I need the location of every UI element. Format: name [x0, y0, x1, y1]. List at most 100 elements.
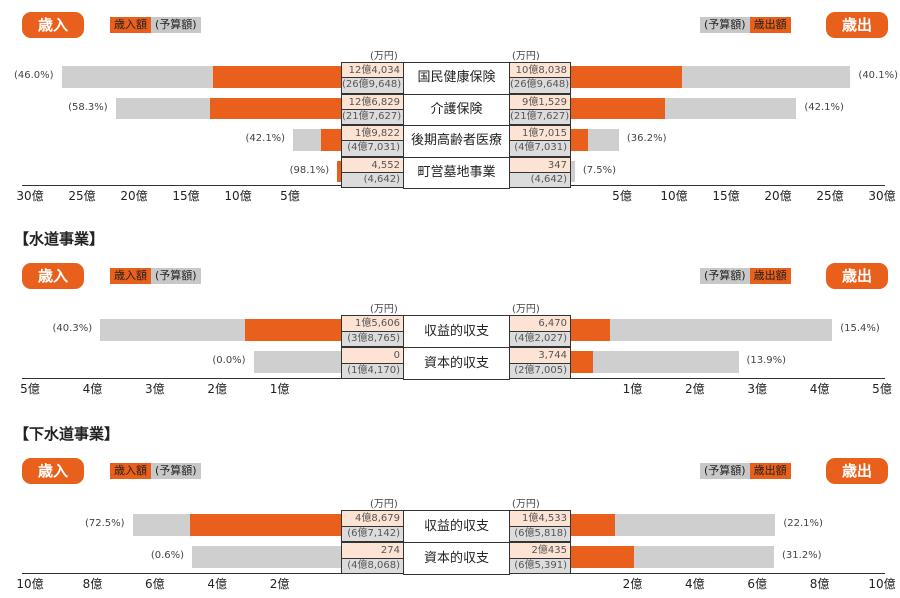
revenue-percent: (46.0%) — [14, 70, 54, 81]
tick-label-right: 10億 — [660, 189, 688, 203]
legend-expense-actual: 歳出額 — [749, 17, 791, 33]
tick-label-left: 4億 — [82, 382, 103, 396]
tick-label-left: 4億 — [207, 577, 228, 591]
expense-actual-bar — [570, 129, 588, 151]
tick-label-right: 5億 — [612, 189, 632, 203]
axis-line-right — [570, 573, 885, 574]
tick-label-right: 3億 — [747, 382, 768, 396]
expense-budget-cell: (6億5,818) — [509, 526, 571, 542]
tick-label-right: 10億 — [868, 577, 896, 591]
legend-revenue-actual: 歳入額 — [110, 463, 151, 479]
revenue-actual-cell: 0 — [341, 347, 404, 364]
expense-budget-bar — [570, 319, 833, 341]
row-label: 介護保険 — [403, 93, 510, 126]
revenue-percent: (42.1%) — [245, 133, 286, 144]
tick-label-right: 1億 — [622, 382, 643, 396]
row-label: 収益的収支 — [403, 315, 510, 348]
tick-label-right: 6億 — [747, 577, 768, 591]
revenue-percent: (72.5%) — [84, 518, 125, 529]
expense-pill: 歳出 — [826, 263, 888, 289]
expense-pill: 歳出 — [826, 12, 888, 38]
legend-expense-actual: 歳出額 — [749, 463, 791, 479]
revenue-actual-cell: 1億5,606 — [341, 315, 404, 332]
legend-budget: (予算額) — [151, 17, 201, 33]
revenue-pill: 歳入 — [22, 263, 84, 289]
revenue-percent: (40.3%) — [52, 323, 93, 334]
revenue-actual-bar — [337, 160, 342, 182]
expense-actual-cell: 6,470 — [509, 315, 571, 332]
tick-label-right: 2億 — [684, 382, 705, 396]
expense-budget-cell: (4億7,031) — [509, 140, 571, 157]
revenue-actual-cell: 1億9,822 — [341, 125, 404, 141]
revenue-actual-bar — [213, 66, 342, 88]
expense-actual-cell: 9億1,529 — [509, 93, 571, 110]
revenue-budget-cell: (26億9,648) — [341, 77, 404, 94]
expense-actual-bar — [570, 514, 616, 536]
tick-label-right: 8億 — [809, 577, 830, 591]
revenue-actual-bar — [190, 514, 342, 536]
tick-label-left: 10億 — [224, 189, 252, 203]
expense-actual-bar — [570, 97, 666, 119]
row-label: 国民健康保険 — [403, 62, 510, 95]
tick-label-left: 15億 — [172, 189, 200, 203]
revenue-budget-cell: (3億8,765) — [341, 331, 404, 347]
expense-actual-bar — [570, 351, 594, 373]
row-label: 町営墓地事業 — [403, 156, 510, 189]
expense-percent: (15.4%) — [840, 323, 880, 334]
legend-revenue-actual: 歳入額 — [110, 268, 151, 284]
unit-label-right: (万円) — [512, 499, 540, 510]
axis-line-right — [570, 185, 885, 186]
expense-budget-cell: (4億2,027) — [509, 331, 571, 347]
row-label: 収益的収支 — [403, 510, 510, 543]
axis-line-right — [570, 378, 885, 379]
row-label: 資本的収支 — [403, 347, 510, 380]
revenue-actual-bar — [244, 319, 342, 341]
expense-pill: 歳出 — [826, 458, 888, 484]
revenue-actual-cell: 12億4,034 — [341, 62, 404, 78]
expense-percent: (42.1%) — [804, 101, 844, 113]
expense-percent: (7.5%) — [582, 164, 617, 176]
legend-expense-actual: 歳出額 — [749, 268, 791, 284]
legend-budget: (予算額) — [700, 268, 750, 284]
expense-budget-cell: (26億9,648) — [509, 77, 571, 94]
expense-budget-bar — [570, 514, 776, 536]
revenue-budget-cell: (4億7,031) — [341, 140, 404, 157]
tick-label-right: 15億 — [712, 189, 740, 203]
revenue-actual-cell: 4億8,679 — [341, 510, 404, 527]
expense-percent: (40.1%) — [858, 70, 898, 81]
revenue-budget-cell: (1億4,170) — [341, 363, 404, 379]
expense-actual-cell: 347 — [509, 156, 571, 173]
row-label: 後期高齢者医療 — [403, 125, 510, 158]
tick-label-left: 8億 — [82, 577, 103, 591]
tick-label-right: 30億 — [868, 189, 896, 203]
tick-label-left: 10億 — [16, 577, 44, 591]
expense-actual-cell: 2億435 — [509, 542, 571, 559]
tick-label-left: 25億 — [68, 189, 96, 203]
legend-right: (予算額) 歳出額 — [700, 463, 791, 479]
tick-label-left: 5億 — [280, 189, 300, 203]
revenue-pill: 歳入 — [22, 12, 84, 38]
revenue-budget-cell: (6億7,142) — [341, 526, 404, 542]
expense-percent: (22.1%) — [783, 518, 823, 529]
legend-left: 歳入額 (予算額) — [110, 268, 201, 284]
revenue-actual-bar — [321, 129, 342, 151]
revenue-actual-cell: 12億6,829 — [341, 93, 404, 110]
expense-actual-bar — [570, 319, 611, 341]
expense-actual-bar — [570, 546, 634, 568]
section-heading: 【下水道事業】 — [14, 425, 120, 443]
tick-label-left: 3億 — [144, 382, 165, 396]
tick-label-right: 2億 — [622, 577, 643, 591]
tick-label-right: 5億 — [872, 382, 892, 396]
expense-actual-cell: 10億8,038 — [509, 62, 571, 78]
expense-budget-cell: (4,642) — [509, 171, 571, 188]
revenue-percent: (0.6%) — [150, 550, 185, 561]
expense-percent: (36.2%) — [626, 133, 667, 144]
revenue-actual-bar — [210, 97, 342, 119]
expense-budget-bar — [570, 160, 575, 182]
tick-label-left: 1億 — [269, 382, 290, 396]
axis-line-left — [22, 185, 342, 186]
tick-label-right: 4億 — [684, 577, 705, 591]
expense-actual-cell: 1億7,015 — [509, 125, 571, 141]
expense-budget-cell: (6億5,391) — [509, 558, 571, 574]
revenue-actual-cell: 4,552 — [341, 156, 404, 173]
